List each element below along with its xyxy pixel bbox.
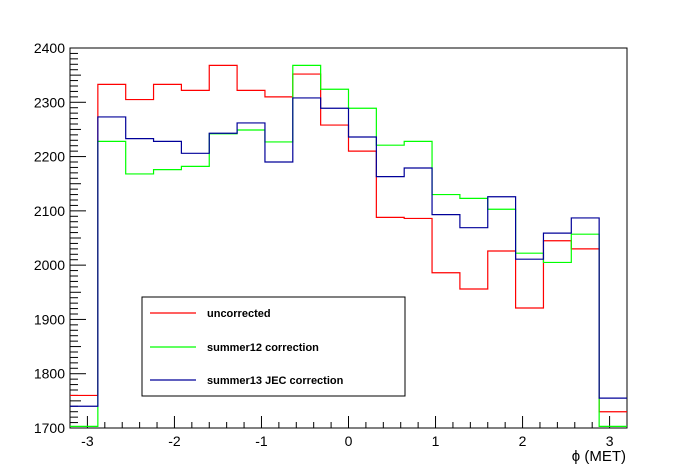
legend-label: summer12 correction xyxy=(207,342,319,354)
x-tick-label: 0 xyxy=(345,433,353,449)
x-tick-label: 1 xyxy=(432,433,440,449)
x-tick-label: -1 xyxy=(255,433,268,449)
series-summer13-jec-correction xyxy=(70,97,627,407)
legend-label: uncorrected xyxy=(207,308,271,320)
x-tick-label: 2 xyxy=(519,433,527,449)
series-uncorrected xyxy=(70,64,627,413)
x-axis-title: ϕ (MET) xyxy=(572,448,626,465)
x-tick-label: 3 xyxy=(606,433,614,449)
y-axis: 1700 1800 1900 2000 2100 2200 2300 2400 xyxy=(34,40,86,436)
y-tick-label: 1900 xyxy=(34,311,65,327)
x-tick-label: -2 xyxy=(168,433,181,449)
y-tick-label: 2400 xyxy=(34,40,65,56)
y-tick-label: 1800 xyxy=(34,366,65,382)
series-summer12-correction xyxy=(70,64,627,427)
y-tick-label: 2000 xyxy=(34,257,65,273)
legend-label: summer13 JEC correction xyxy=(207,375,344,387)
x-tick-label: -3 xyxy=(81,433,94,449)
x-axis: -3 -2 -1 0 1 2 3 xyxy=(69,416,628,449)
y-tick-label: 2200 xyxy=(34,149,65,165)
y-tick-label: 2100 xyxy=(34,203,65,219)
histogram-series xyxy=(70,64,627,427)
y-tick-label: 2300 xyxy=(34,94,65,110)
y-tick-label: 1700 xyxy=(34,420,65,436)
legend: uncorrected summer12 correction summer13 J… xyxy=(141,296,406,397)
